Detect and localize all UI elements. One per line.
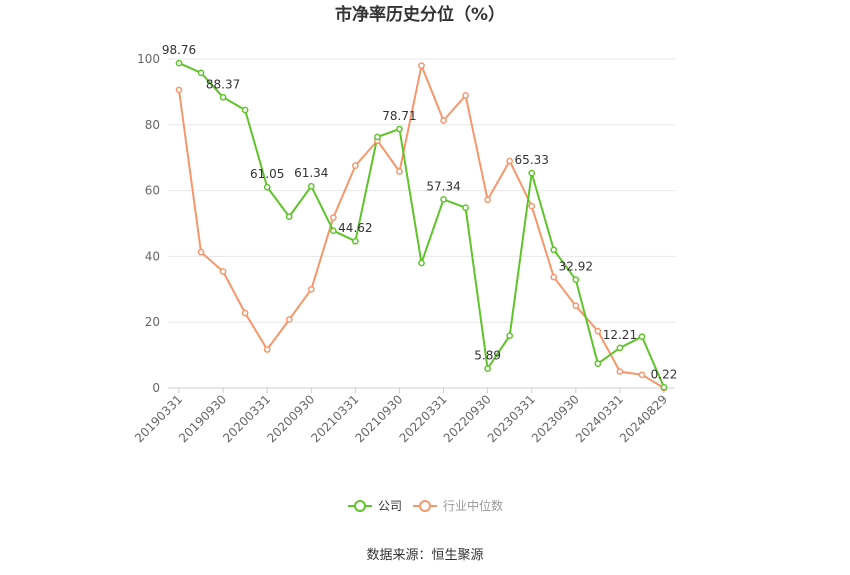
data-point[interactable] xyxy=(594,360,602,368)
legend-item-company[interactable]: 公司 xyxy=(348,499,402,513)
data-labels: 98.76 88.37 61.05 61.34 44.62 78.71 57.34 5.89 6… xyxy=(162,43,678,381)
data-label: 78.71 xyxy=(382,109,416,123)
y-tick-label: 60 xyxy=(145,184,160,198)
data-point[interactable] xyxy=(528,202,536,210)
data-point[interactable] xyxy=(374,133,381,141)
data-point[interactable] xyxy=(263,346,271,353)
legend-industry-label: 行业中位数 xyxy=(443,498,503,513)
data-point[interactable] xyxy=(506,157,514,165)
data-point[interactable] xyxy=(396,125,403,133)
legend: 公司 行业中位数 xyxy=(348,498,503,513)
data-point[interactable] xyxy=(594,327,602,335)
data-point[interactable] xyxy=(285,316,293,323)
data-point[interactable] xyxy=(638,371,646,379)
data-point[interactable] xyxy=(175,86,183,94)
x-axis: 2019033120190930202003312020093020210331… xyxy=(132,387,675,445)
data-point[interactable] xyxy=(550,246,558,254)
y-tick-label: 100 xyxy=(137,52,160,66)
data-point[interactable] xyxy=(572,302,580,310)
data-point[interactable] xyxy=(462,204,469,212)
series-lines xyxy=(178,62,665,389)
data-point[interactable] xyxy=(484,196,491,204)
data-label: 98.76 xyxy=(162,43,196,57)
data-label: 61.05 xyxy=(250,167,284,181)
data-point[interactable] xyxy=(572,276,580,284)
y-tick-label: 20 xyxy=(145,315,160,329)
y-axis: 0 20 40 60 80 100 xyxy=(137,52,160,395)
data-point[interactable] xyxy=(329,214,337,221)
data-point[interactable] xyxy=(550,273,558,281)
data-point[interactable] xyxy=(528,169,536,177)
data-point[interactable] xyxy=(197,69,205,77)
data-point[interactable] xyxy=(396,168,403,175)
data-point[interactable] xyxy=(418,62,425,69)
data-point[interactable] xyxy=(462,92,469,99)
data-point[interactable] xyxy=(175,59,183,67)
x-tick-label: 20240829 xyxy=(617,392,670,445)
y-tick-label: 80 xyxy=(145,118,160,132)
legend-company-label: 公司 xyxy=(378,499,402,513)
data-point[interactable] xyxy=(616,368,624,375)
data-point[interactable] xyxy=(307,285,315,293)
data-label: 57.34 xyxy=(426,179,460,193)
data-point[interactable] xyxy=(219,93,227,101)
data-point[interactable] xyxy=(352,162,359,169)
y-tick-label: 40 xyxy=(145,249,160,263)
data-point[interactable] xyxy=(285,213,293,220)
data-point[interactable] xyxy=(440,117,447,124)
source-text: 数据来源：恒生聚源 xyxy=(366,548,483,563)
data-label: 88.37 xyxy=(206,77,240,91)
data-point[interactable] xyxy=(440,196,447,203)
data-point[interactable] xyxy=(418,259,425,267)
data-point[interactable] xyxy=(616,344,624,352)
data-point[interactable] xyxy=(660,383,668,391)
data-point[interactable] xyxy=(241,309,249,317)
data-label: 61.34 xyxy=(294,166,328,180)
data-label: 12.21 xyxy=(603,328,637,342)
data-point[interactable] xyxy=(638,333,646,341)
series-line-0 xyxy=(178,62,665,388)
data-point[interactable] xyxy=(352,237,359,245)
data-point[interactable] xyxy=(197,248,205,256)
data-label: 5.89 xyxy=(474,349,501,363)
data-label: 44.62 xyxy=(338,221,372,235)
legend-item-industry-median[interactable]: 行业中位数 xyxy=(413,498,503,513)
legend-industry-marker xyxy=(419,500,431,512)
data-point[interactable] xyxy=(484,365,491,372)
data-label: 0.22 xyxy=(651,367,678,381)
data-label: 65.33 xyxy=(515,153,549,167)
data-point[interactable] xyxy=(241,106,249,114)
data-point[interactable] xyxy=(329,227,337,235)
data-label: 32.92 xyxy=(559,260,593,274)
data-point[interactable] xyxy=(307,182,315,190)
y-tick-label: 0 xyxy=(152,381,160,395)
data-point[interactable] xyxy=(506,332,514,340)
data-point[interactable] xyxy=(263,183,271,191)
data-point[interactable] xyxy=(219,268,227,275)
chart-title: 市净率历史分位（%） xyxy=(335,4,505,25)
series-points xyxy=(175,59,668,392)
legend-company-marker xyxy=(354,500,366,512)
